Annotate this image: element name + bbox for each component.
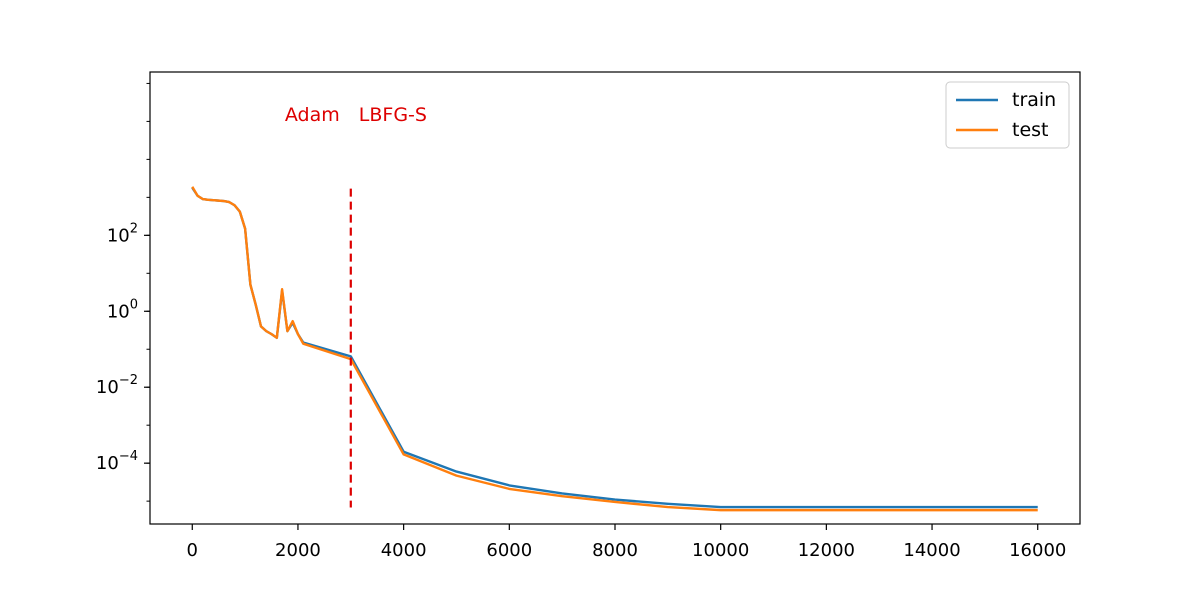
x-tick-label: 2000 — [275, 540, 321, 561]
annotation-lbfgs: LBFG-S — [359, 104, 427, 126]
legend-label-train: train — [1012, 89, 1056, 111]
x-axis: 0 2000 4000 6000 8000 10000 12000 14000 16000 — [187, 524, 1066, 561]
y-tick-label: 10−4 — [96, 449, 138, 474]
annotation-adam: Adam — [285, 104, 340, 126]
x-tick-label: 12000 — [798, 540, 855, 561]
x-tick-label: 10000 — [692, 540, 749, 561]
y-tick-label: 102 — [107, 221, 138, 246]
x-tick-label: 6000 — [486, 540, 532, 561]
legend-label-test: test — [1012, 119, 1049, 141]
x-tick-label: 4000 — [381, 540, 427, 561]
plot-lines — [191, 186, 1038, 512]
y-axis: 102 100 10−2 10−4 — [96, 82, 150, 502]
x-tick-label: 16000 — [1009, 540, 1066, 561]
legend: train test — [945, 81, 1070, 149]
x-tick-label: 0 — [187, 540, 198, 561]
y-tick-label: 100 — [107, 297, 138, 322]
x-tick-label: 14000 — [903, 540, 960, 561]
x-tick-label: 8000 — [592, 540, 638, 561]
y-tick-label: 10−2 — [96, 373, 138, 398]
series-line-test — [191, 186, 1038, 512]
legend-box — [945, 81, 1070, 149]
